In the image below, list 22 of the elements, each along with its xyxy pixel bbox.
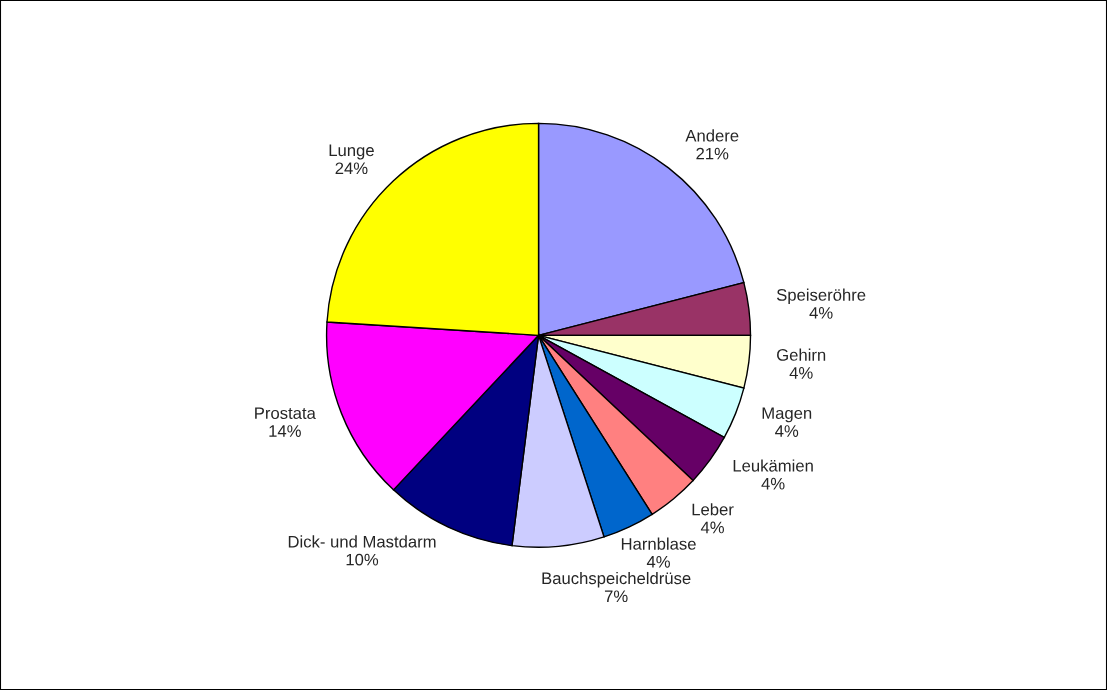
slice-label: Leukämien — [733, 459, 813, 472]
slice-label: Andere — [685, 129, 739, 142]
data-label: 4% — [809, 307, 833, 319]
data-label: 10% — [346, 553, 379, 566]
slice-label: Gehirn — [777, 348, 826, 361]
data-label: 21% — [696, 147, 729, 160]
slice-label: Lunge — [329, 144, 374, 160]
data-label: 4% — [646, 556, 670, 568]
slice-label: Speiseröhre — [776, 288, 866, 305]
data-label: 4% — [761, 477, 785, 490]
slice-label: Dick- und Mastdarm — [288, 535, 436, 548]
slice-label: Prostata — [255, 407, 316, 420]
data-label: 7% — [604, 590, 628, 603]
slice-label: Bauchspeicheldrüse — [542, 571, 691, 588]
data-label: 14% — [269, 425, 301, 437]
slice-label: Harnblase — [621, 537, 696, 550]
slice-label: Leber — [692, 503, 734, 516]
data-label: 4% — [775, 425, 799, 437]
slice-label: Magen — [762, 407, 812, 423]
data-label: 4% — [789, 367, 813, 379]
data-label: 4% — [700, 521, 724, 534]
data-label: 24% — [335, 162, 368, 175]
